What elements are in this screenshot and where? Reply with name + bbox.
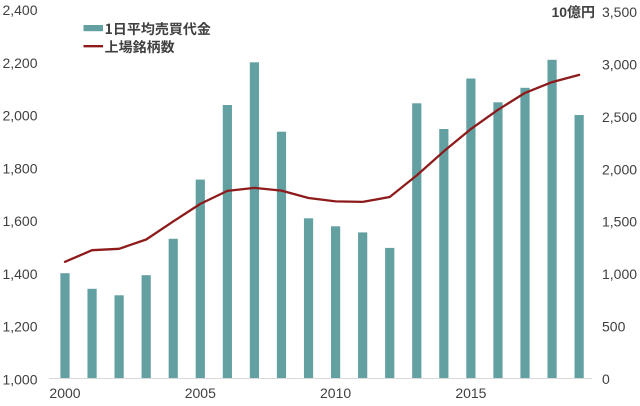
svg-text:0: 0	[602, 371, 610, 387]
svg-text:2,000: 2,000	[602, 161, 637, 177]
svg-text:1,000: 1,000	[2, 371, 37, 387]
svg-text:1,500: 1,500	[602, 214, 637, 230]
svg-text:1,200: 1,200	[2, 319, 37, 335]
svg-text:2,500: 2,500	[602, 109, 637, 125]
svg-text:3,000: 3,000	[602, 56, 637, 72]
svg-text:2,200: 2,200	[2, 55, 37, 71]
svg-text:3,500: 3,500	[602, 4, 637, 20]
svg-text:2,400: 2,400	[2, 2, 37, 18]
svg-text:2010: 2010	[320, 385, 351, 401]
svg-text:1,600: 1,600	[2, 213, 37, 229]
svg-text:2005: 2005	[185, 385, 216, 401]
svg-text:1,000: 1,000	[602, 266, 637, 282]
svg-text:10: 10	[552, 4, 568, 20]
svg-text:2,000: 2,000	[2, 108, 37, 124]
svg-text:2000: 2000	[49, 385, 80, 401]
svg-text:1,400: 1,400	[2, 266, 37, 282]
svg-text:1,800: 1,800	[2, 160, 37, 176]
svg-text:2015: 2015	[455, 385, 486, 401]
svg-text:500: 500	[602, 319, 626, 335]
